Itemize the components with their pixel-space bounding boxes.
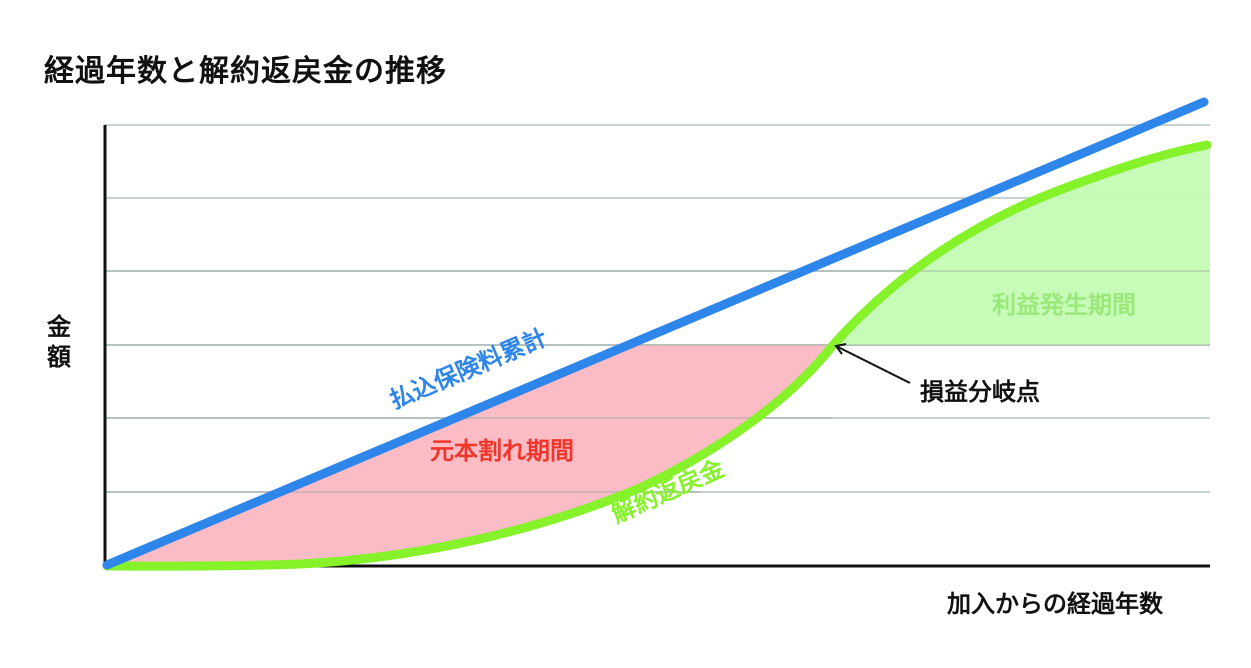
loss-period-area [105,345,833,567]
y-axis-label-char: 金 [47,313,71,341]
y-axis-label: 金 額 [44,312,74,372]
chart-title: 経過年数と解約返戻金の推移 [44,54,447,89]
x-axis-label: 加入からの経過年数 [947,590,1163,618]
break-even-arrow [834,343,911,384]
y-axis-label-char: 額 [47,343,71,371]
profit-period-label: 利益発生期間 [992,291,1136,319]
break-even-label: 損益分岐点 [920,378,1040,406]
surrender-value-line [102,140,1212,571]
profit-period-area [833,145,1210,345]
premium-cumulative-line [102,97,1209,570]
loss-period-label: 元本割れ期間 [430,437,574,465]
